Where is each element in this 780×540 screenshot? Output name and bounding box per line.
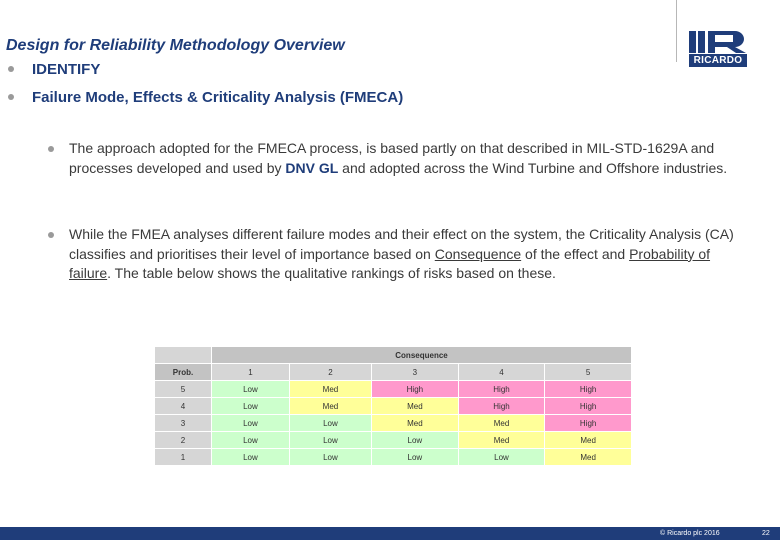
consequence-level: 4 [457, 363, 546, 381]
page-number: 22 [762, 530, 770, 537]
risk-cell: Med [457, 431, 546, 449]
risk-cell: Med [371, 397, 459, 415]
consequence-level: 5 [544, 363, 632, 381]
probability-term: Probability of failure [69, 245, 711, 282]
risk-cell: High [544, 397, 632, 415]
header-divider [676, 0, 677, 62]
paragraph-text: The approach adopted for the FMECA proce… [69, 140, 715, 176]
paragraph-text: and adopted across the Wind Turbine and … [338, 159, 728, 176]
consequence-header: Consequence [211, 346, 632, 364]
consequence-level: 1 [211, 363, 290, 381]
bullet-icon [48, 232, 54, 238]
page-title: Design for Reliability Methodology Overv… [6, 37, 345, 54]
consequence-level: 2 [288, 363, 373, 381]
risk-cell: Med [457, 414, 546, 432]
paragraph-text: While the FMEA analyses different failur… [69, 226, 734, 262]
prob-level: 4 [154, 397, 212, 415]
consequence-term: Consequence [434, 245, 522, 262]
prob-level: 3 [154, 414, 212, 432]
bullet-icon [8, 94, 14, 100]
logo-wordmark: RICARDO [689, 54, 747, 67]
risk-cell: Low [288, 431, 373, 449]
risk-cell: Med [288, 380, 373, 398]
table-row: 4 Low Med Med High High [154, 397, 632, 415]
risk-cell: Low [371, 448, 459, 466]
ricardo-logo: RICARDO [689, 30, 747, 68]
table-row: 3 Low Low Med Med High [154, 414, 632, 432]
risk-cell: Low [211, 380, 290, 398]
paragraph-text: . The table below shows the qualitative … [107, 265, 556, 281]
risk-cell: High [457, 380, 546, 398]
prob-header: Prob. [154, 363, 212, 381]
paragraph-approach: The approach adopted for the FMECA proce… [69, 139, 741, 178]
risk-cell: Med [371, 414, 459, 432]
prob-level: 5 [154, 380, 212, 398]
bullet-icon [48, 146, 54, 152]
risk-cell: High [457, 397, 546, 415]
consequence-level: 3 [371, 363, 459, 381]
ricardo-logo-mark [689, 31, 746, 53]
paragraph-fmea: While the FMEA analyses different failur… [69, 225, 741, 284]
dnv-gl-emphasis: DNV GL [285, 159, 339, 176]
table-row: 5 Low Med High High High [154, 380, 632, 398]
risk-cell: Low [288, 448, 373, 466]
footer-bar [0, 527, 780, 540]
prob-level: 1 [154, 448, 212, 466]
risk-cell: Low [371, 431, 459, 449]
risk-cell: Med [544, 448, 632, 466]
bullet-fmeca: Failure Mode, Effects & Criticality Anal… [32, 89, 404, 106]
risk-cell: Med [288, 397, 373, 415]
risk-cell: Low [211, 431, 290, 449]
risk-ranking-table: Consequence Prob. 1 2 3 4 5 5 Low Med Hi… [154, 346, 632, 466]
paragraph-text: of the effect and [521, 245, 630, 262]
table-row: 1 Low Low Low Low Med [154, 448, 632, 466]
table-corner-cell [154, 346, 212, 364]
risk-cell: Low [211, 397, 290, 415]
footer-copyright: © Ricardo plc 2016 [660, 530, 720, 537]
risk-cell: Med [544, 431, 632, 449]
risk-cell: High [371, 380, 459, 398]
bullet-icon [8, 66, 14, 72]
prob-level: 2 [154, 431, 212, 449]
table-row: 2 Low Low Low Med Med [154, 431, 632, 449]
risk-cell: High [544, 380, 632, 398]
risk-cell: Low [211, 414, 290, 432]
risk-cell: Low [211, 448, 290, 466]
risk-cell: Low [288, 414, 373, 432]
risk-cell: Low [457, 448, 546, 466]
risk-cell: High [544, 414, 632, 432]
bullet-identify: IDENTIFY [32, 61, 101, 78]
